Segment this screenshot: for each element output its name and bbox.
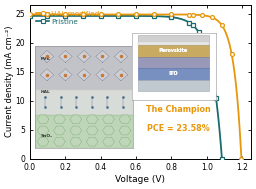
Text: PCE = 23.58%: PCE = 23.58% (147, 124, 209, 133)
Text: The Champion: The Champion (146, 105, 210, 114)
X-axis label: Voltage (V): Voltage (V) (115, 175, 165, 184)
Legend: HAL modified, Pristine: HAL modified, Pristine (36, 10, 101, 25)
Y-axis label: Current density (mA cm⁻²): Current density (mA cm⁻²) (5, 26, 14, 137)
